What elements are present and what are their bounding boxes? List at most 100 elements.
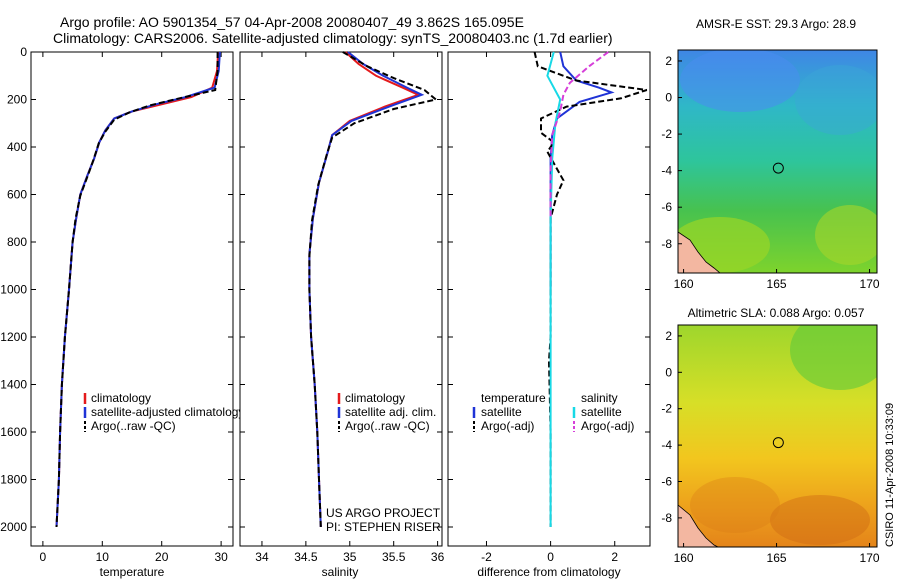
sst-map-ticks: 160 165 170 -8 -6 -4 -2 0 2 bbox=[661, 54, 880, 291]
map-x-tick-label: 165 bbox=[767, 277, 787, 291]
sla-map-ticks: 160 165 170 -8 -6 -4 -2 0 2 bbox=[661, 329, 880, 565]
side-label: CSIRO 11-Apr-2008 10:33:09 bbox=[884, 403, 896, 547]
difference-ticks: -2 0 2 bbox=[448, 51, 650, 564]
argo-location-marker bbox=[772, 437, 784, 449]
salinity-legend: climatology satellite adj. clim. Argo(..… bbox=[337, 391, 436, 433]
x-tick-label: 30 bbox=[214, 550, 228, 564]
temperature-series bbox=[55, 51, 221, 528]
sst-cool-patch bbox=[680, 50, 800, 112]
x-tick-label: 34.5 bbox=[294, 550, 318, 564]
sst-map-panel: AMSR-E SST: 29.3 Argo: 28.9 160 165 170 -8 -… bbox=[661, 17, 880, 291]
series-line-argo-raw-qc- bbox=[55, 52, 219, 528]
series-line-salinity-satellite bbox=[546, 51, 562, 527]
salinity-axes-frame bbox=[239, 51, 443, 547]
y-tick-label: 1200 bbox=[0, 330, 27, 344]
x-tick-label: -2 bbox=[481, 550, 492, 564]
x-tick-label: 0 bbox=[547, 550, 554, 564]
y-tick-label: 1800 bbox=[0, 473, 27, 487]
legend-label-temp-satellite: satellite bbox=[481, 405, 522, 419]
map-y-tick-label: -6 bbox=[661, 474, 672, 488]
map-y-tick-label: -8 bbox=[661, 237, 672, 251]
series-line-satellite-adjusted-climatology bbox=[55, 51, 221, 528]
title-line-2: Climatology: CARS2006. Satellite-adjuste… bbox=[53, 30, 613, 46]
map-y-tick-label: -6 bbox=[661, 200, 672, 214]
map-x-tick-label: 165 bbox=[767, 551, 787, 565]
map-x-tick-label: 170 bbox=[860, 551, 880, 565]
legend-label-climatology: climatology bbox=[91, 391, 151, 405]
salinity-ticks: 34 34.5 35 35.5 36 bbox=[240, 51, 445, 564]
map-x-tick-label: 160 bbox=[674, 277, 694, 291]
y-tick-label: 800 bbox=[7, 235, 27, 249]
x-tick-label: 2 bbox=[611, 550, 618, 564]
difference-axes-frame bbox=[447, 51, 651, 547]
salinity-xlabel: salinity bbox=[322, 565, 359, 579]
series-line-argo-raw-qc- bbox=[308, 51, 439, 528]
map-y-tick-label: -2 bbox=[661, 127, 672, 141]
temperature-ticks: 0 10 20 30 0 200 400 600 800 1000 1200 1400 1600 1800… bbox=[0, 45, 233, 564]
sst-cool-patch bbox=[795, 65, 877, 135]
y-tick-label: 0 bbox=[20, 45, 27, 59]
map-x-tick-label: 170 bbox=[860, 277, 880, 291]
project-note-line-2: PI: STEPHEN RISER bbox=[326, 520, 441, 534]
y-tick-label: 1000 bbox=[0, 283, 27, 297]
x-tick-label: 35 bbox=[343, 550, 357, 564]
x-tick-label: 34 bbox=[255, 550, 269, 564]
map-y-tick-label: -4 bbox=[661, 164, 672, 178]
sla-high-patch bbox=[790, 325, 877, 390]
sla-low-patch bbox=[690, 477, 780, 533]
y-tick-label: 2000 bbox=[0, 520, 27, 534]
y-tick-label: 1400 bbox=[0, 378, 27, 392]
sst-coastline bbox=[678, 231, 721, 273]
legend-header-salinity: salinity bbox=[581, 391, 618, 405]
legend-label-sal-satellite: satellite bbox=[581, 405, 622, 419]
sla-map-title: Altimetric SLA: 0.088 Argo: 0.057 bbox=[688, 306, 865, 320]
argo-location-marker bbox=[772, 162, 784, 174]
temperature-legend: climatology satellite-adjusted climatolo… bbox=[83, 391, 244, 433]
sst-map-title: AMSR-E SST: 29.3 Argo: 28.9 bbox=[696, 17, 856, 31]
legend-label-argo: Argo(..raw -QC) bbox=[91, 419, 176, 433]
y-tick-label: 200 bbox=[7, 93, 27, 107]
legend-header-temperature: temperature bbox=[481, 391, 546, 405]
sst-warm-patch bbox=[815, 205, 877, 265]
map-y-tick-label: 0 bbox=[665, 91, 672, 105]
temperature-axes-frame bbox=[30, 51, 234, 547]
y-tick-label: 600 bbox=[7, 188, 27, 202]
series-line-salinity-argo-adj- bbox=[549, 51, 609, 219]
map-y-tick-label: 2 bbox=[665, 329, 672, 343]
sst-map-frame bbox=[677, 49, 878, 274]
temperature-xlabel: temperature bbox=[100, 565, 165, 579]
temperature-panel: 0 10 20 30 0 200 400 600 800 1000 1200 1400 1600 1800… bbox=[0, 45, 244, 579]
x-tick-label: 36 bbox=[431, 550, 445, 564]
map-y-tick-label: -8 bbox=[661, 511, 672, 525]
legend-label-climatology: climatology bbox=[345, 391, 405, 405]
map-y-tick-label: 2 bbox=[665, 54, 672, 68]
series-line-temperature-argo-adj- bbox=[533, 51, 648, 527]
sla-map-panel: Altimetric SLA: 0.088 Argo: 0.057 160 165… bbox=[661, 306, 880, 565]
difference-xlabel: difference from climatology bbox=[477, 565, 620, 579]
x-tick-label: 10 bbox=[96, 550, 110, 564]
difference-series bbox=[533, 51, 648, 527]
y-tick-label: 400 bbox=[7, 140, 27, 154]
salinity-series bbox=[308, 51, 439, 528]
map-y-tick-label: 0 bbox=[665, 365, 672, 379]
legend-label-argo: Argo(..raw -QC) bbox=[345, 419, 430, 433]
map-y-tick-label: -2 bbox=[661, 402, 672, 416]
legend-label-sal-argo: Argo(-adj) bbox=[581, 419, 634, 433]
legend-label-satellite-adj: satellite adj. clim. bbox=[345, 405, 436, 419]
sla-map-frame bbox=[677, 324, 878, 548]
x-tick-label: 35.5 bbox=[382, 550, 406, 564]
x-tick-label: 0 bbox=[40, 550, 47, 564]
sla-low-patch bbox=[770, 495, 870, 545]
legend-label-temp-argo: Argo(-adj) bbox=[481, 419, 534, 433]
y-tick-label: 1600 bbox=[0, 425, 27, 439]
salinity-panel: 34 34.5 35 35.5 36 salinity climatology sate… bbox=[239, 51, 445, 579]
x-tick-label: 20 bbox=[155, 550, 169, 564]
title-line-1: Argo profile: AO 5901354_57 04-Apr-2008 … bbox=[60, 14, 524, 30]
legend-label-satellite-adjusted: satellite-adjusted climatology bbox=[91, 405, 244, 419]
sla-coastline bbox=[678, 504, 719, 547]
difference-panel: -2 0 2 difference from climatology tempera… bbox=[447, 51, 651, 579]
map-y-tick-label: -4 bbox=[661, 438, 672, 452]
difference-legend: temperature satellite Argo(-adj) salinit… bbox=[472, 391, 634, 433]
map-x-tick-label: 160 bbox=[674, 551, 694, 565]
